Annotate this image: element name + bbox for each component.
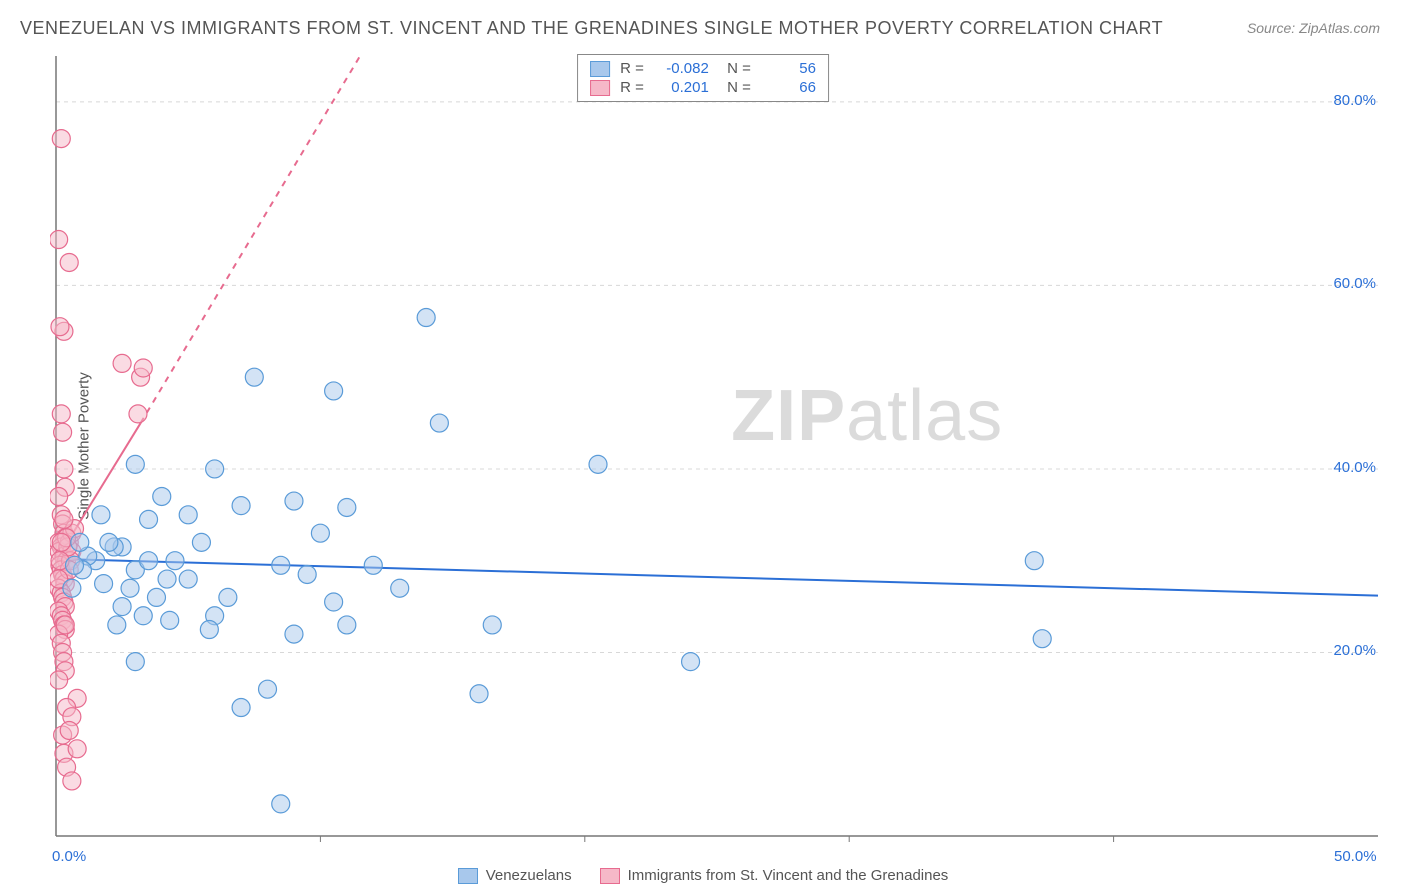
y-tick-label: 20.0% bbox=[1333, 642, 1376, 659]
corr-swatch-blue bbox=[590, 61, 610, 77]
y-tick-label: 60.0% bbox=[1333, 275, 1376, 292]
corr-r-label: R = bbox=[620, 79, 644, 96]
legend-swatch-pink bbox=[600, 868, 620, 884]
corr-r-value-blue: -0.082 bbox=[654, 60, 709, 77]
corr-row-pink: R = 0.201 N = 66 bbox=[590, 78, 816, 97]
source-label: Source: ZipAtlas.com bbox=[1247, 20, 1380, 36]
corr-n-value-blue: 56 bbox=[761, 60, 816, 77]
corr-row-blue: R = -0.082 N = 56 bbox=[590, 59, 816, 78]
corr-r-label: R = bbox=[620, 60, 644, 77]
chart-title: VENEZUELAN VS IMMIGRANTS FROM ST. VINCEN… bbox=[20, 18, 1163, 39]
legend-swatch-blue bbox=[458, 868, 478, 884]
scatter-chart bbox=[50, 50, 1386, 852]
corr-r-value-pink: 0.201 bbox=[654, 79, 709, 96]
y-tick-label: 80.0% bbox=[1333, 92, 1376, 109]
correlation-legend-box: R = -0.082 N = 56 R = 0.201 N = 66 bbox=[577, 54, 829, 102]
corr-n-label: N = bbox=[719, 79, 751, 96]
x-axis-max-label: 50.0% bbox=[1334, 848, 1377, 865]
legend-label-blue: Venezuelans bbox=[486, 867, 572, 884]
legend-label-pink: Immigrants from St. Vincent and the Gren… bbox=[628, 867, 949, 884]
series-legend: Venezuelans Immigrants from St. Vincent … bbox=[0, 867, 1406, 884]
y-tick-label: 40.0% bbox=[1333, 459, 1376, 476]
chart-area bbox=[50, 50, 1386, 852]
x-axis-origin-label: 0.0% bbox=[52, 848, 86, 865]
corr-n-label: N = bbox=[719, 60, 751, 77]
corr-n-value-pink: 66 bbox=[761, 79, 816, 96]
legend-item-blue: Venezuelans bbox=[458, 867, 572, 884]
corr-swatch-pink bbox=[590, 80, 610, 96]
legend-item-pink: Immigrants from St. Vincent and the Gren… bbox=[600, 867, 949, 884]
